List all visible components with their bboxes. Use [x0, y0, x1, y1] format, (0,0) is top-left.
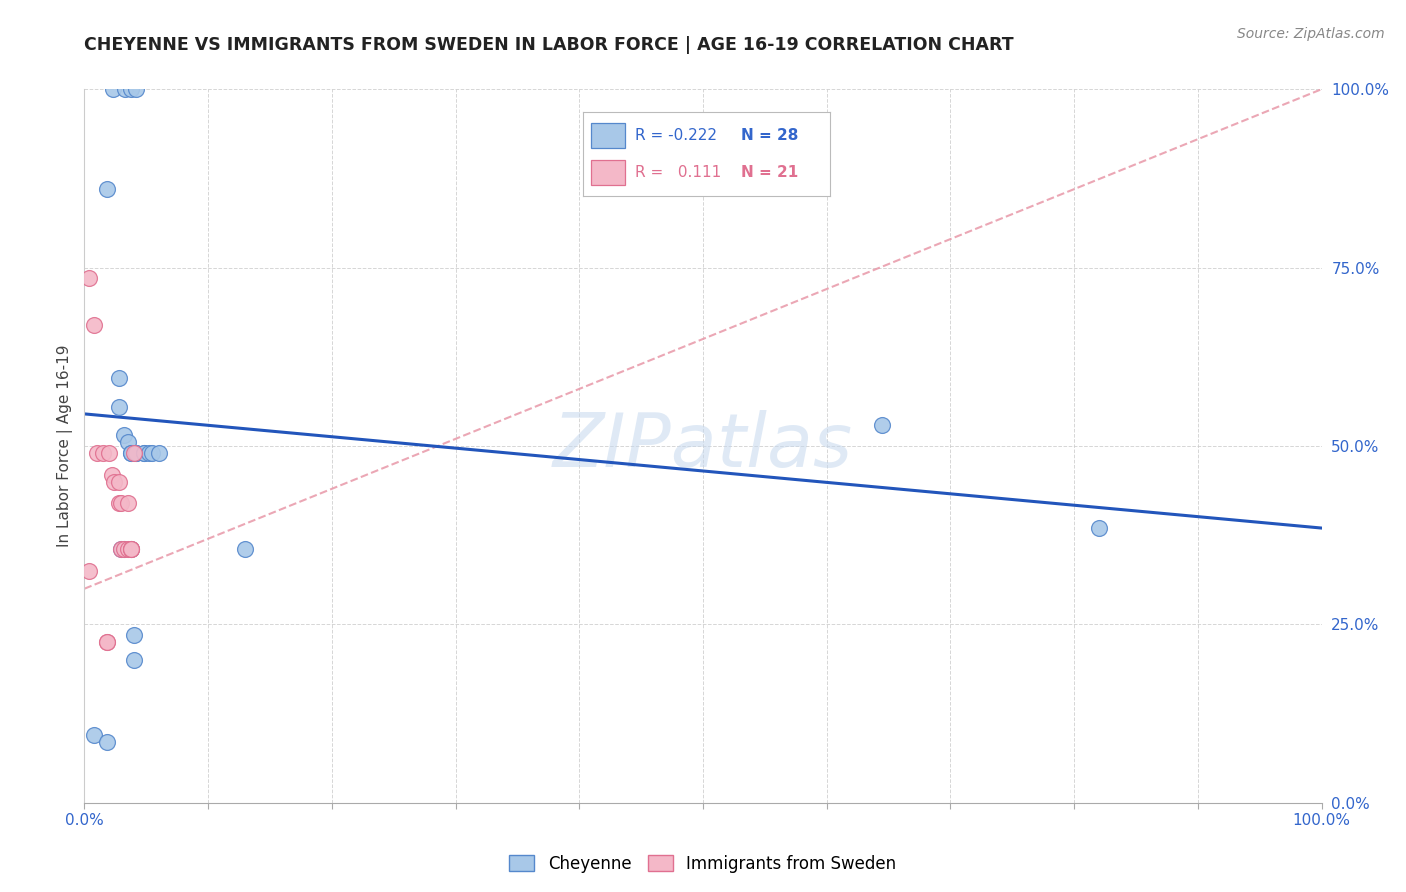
Point [98, 446, 121, 460]
Text: ZIPatlas: ZIPatlas [553, 410, 853, 482]
Bar [591, 122, 626, 148]
Legend: Cheyenne, Immigrants from Sweden: Cheyenne, Immigrants from Sweden [503, 848, 903, 880]
Point [108, 475, 131, 489]
Point [148, 446, 170, 460]
Point [108, 371, 131, 385]
Point [120, 542, 142, 557]
Point [872, 417, 894, 432]
Point [108, 400, 131, 414]
Point [125, 446, 148, 460]
Point [120, 542, 142, 557]
Point [1088, 521, 1111, 535]
Point [112, 428, 135, 442]
Point [86, 446, 108, 460]
Point [125, 446, 148, 460]
Point [96, 182, 118, 196]
Point [103, 475, 125, 489]
Point [132, 446, 155, 460]
Y-axis label: In Labor Force | Age 16-19: In Labor Force | Age 16-19 [58, 344, 73, 548]
Point [114, 82, 136, 96]
Point [117, 542, 139, 557]
Point [91, 446, 114, 460]
Point [83, 318, 105, 332]
Point [79, 564, 101, 578]
Point [122, 628, 145, 642]
Point [110, 542, 132, 557]
Point [120, 446, 142, 460]
Point [141, 446, 163, 460]
Point [120, 542, 142, 557]
Point [83, 728, 105, 742]
Point [122, 446, 145, 460]
Point [79, 271, 101, 285]
Point [112, 542, 135, 557]
Point [125, 82, 148, 96]
Bar [591, 160, 626, 186]
Text: R =   0.111: R = 0.111 [636, 165, 721, 180]
Point [110, 496, 132, 510]
Text: Source: ZipAtlas.com: Source: ZipAtlas.com [1237, 27, 1385, 41]
Point [101, 82, 124, 96]
Point [120, 446, 142, 460]
Text: CHEYENNE VS IMMIGRANTS FROM SWEDEN IN LABOR FORCE | AGE 16-19 CORRELATION CHART: CHEYENNE VS IMMIGRANTS FROM SWEDEN IN LA… [84, 36, 1014, 54]
Point [122, 653, 145, 667]
Point [120, 542, 142, 557]
Point [233, 542, 256, 557]
Point [138, 446, 160, 460]
Point [117, 435, 139, 450]
Point [96, 635, 118, 649]
Point [117, 496, 139, 510]
Point [110, 542, 132, 557]
Point [96, 635, 118, 649]
Point [112, 542, 135, 557]
Point [132, 446, 155, 460]
Point [120, 82, 142, 96]
Point [96, 735, 118, 749]
Text: N = 21: N = 21 [741, 165, 799, 180]
Text: N = 28: N = 28 [741, 128, 799, 143]
Point [108, 496, 131, 510]
Text: R = -0.222: R = -0.222 [636, 128, 717, 143]
Point [100, 467, 122, 482]
